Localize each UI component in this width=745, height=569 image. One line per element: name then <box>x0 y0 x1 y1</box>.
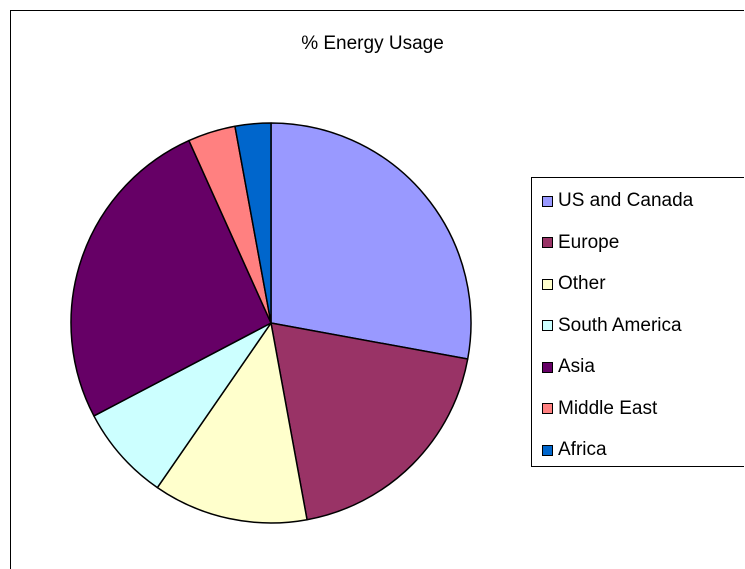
legend-swatch-us-and-canada <box>542 195 553 207</box>
legend-label-middle-east: Middle East <box>558 397 658 419</box>
chart-title: % Energy Usage <box>301 33 444 54</box>
legend-swatch-middle-east <box>542 403 553 414</box>
pie-slice-africa <box>234 122 272 324</box>
legend-item-south-america: South America <box>542 313 682 339</box>
pie-slice-asia <box>70 139 272 417</box>
legend-label-other: Other <box>558 273 606 294</box>
legend-label-south-america: South America <box>558 314 682 336</box>
legend-item-africa: Africa <box>542 437 607 463</box>
legend-label-europe: Europe <box>558 231 620 253</box>
chart-border <box>10 10 744 569</box>
legend-label-us-and-canada: US and Canada <box>558 190 694 211</box>
legend-item-europe: Europe <box>542 230 619 256</box>
legend-swatch-africa <box>542 444 553 456</box>
pie-slice-us-and-canada <box>270 122 472 360</box>
legend-label-asia: Asia <box>558 356 595 377</box>
legend-swatch-other <box>542 278 553 290</box>
legend-item-us-and-canada: US and Canada <box>542 188 693 214</box>
legend-item-asia: Asia <box>542 354 595 380</box>
legend-label-africa: Africa <box>558 439 607 460</box>
legend-swatch-europe <box>542 237 553 248</box>
pie-slice-south-america <box>93 322 272 489</box>
legend-swatch-south-america <box>542 320 553 331</box>
legend-item-other: Other <box>542 271 606 297</box>
legend-item-middle-east: Middle East <box>542 396 657 422</box>
legend-swatch-asia <box>542 361 553 373</box>
legend: US and Canada Europe Other South America Asi… <box>531 177 744 467</box>
pie-slice-other <box>156 322 308 524</box>
pie-slice-europe <box>270 322 469 521</box>
